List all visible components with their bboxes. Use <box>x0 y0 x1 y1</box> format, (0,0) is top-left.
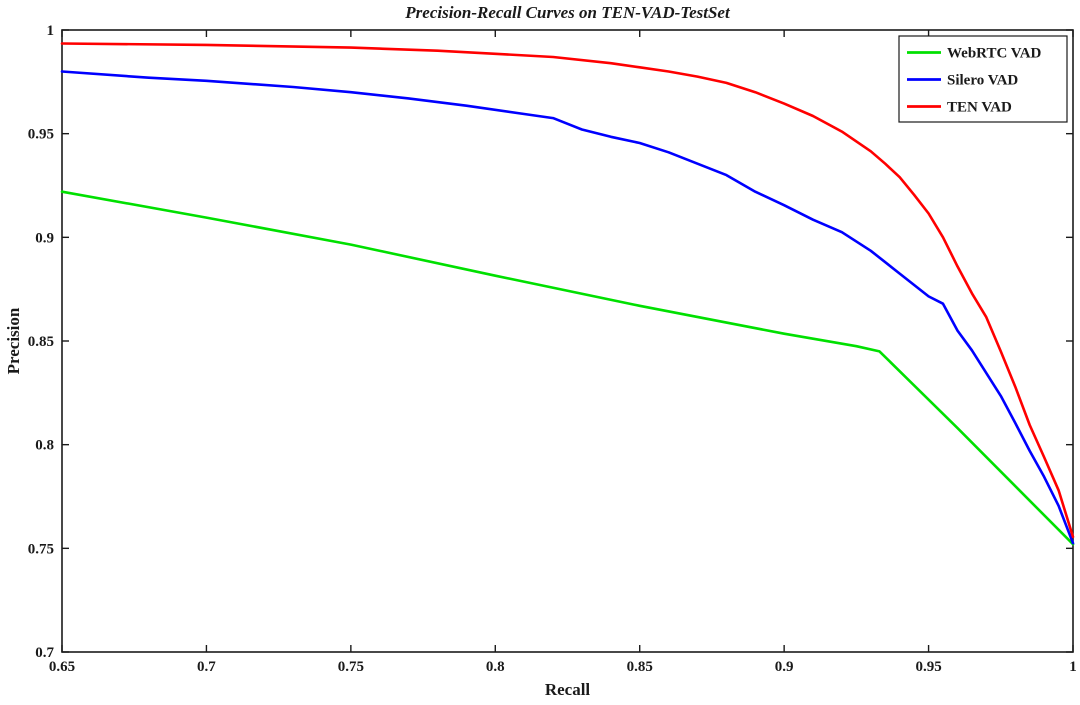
y-tick-label: 0.7 <box>35 645 54 661</box>
x-tick-label: 0.65 <box>49 659 75 675</box>
y-tick-label: 0.8 <box>35 438 54 454</box>
y-tick-label: 0.95 <box>28 127 54 143</box>
x-tick-label: 1 <box>1069 659 1077 675</box>
x-tick-label: 0.75 <box>338 659 364 675</box>
y-tick-label: 0.85 <box>28 334 54 350</box>
x-tick-label: 0.9 <box>775 659 794 675</box>
y-axis-label: Precision <box>4 307 23 375</box>
curve-webrtc-vad <box>60 190 1075 546</box>
curve-ten-vad <box>60 42 1075 539</box>
curve-silero-vad <box>60 70 1075 545</box>
x-tick-label: 0.85 <box>627 659 653 675</box>
legend-label-webrtc-vad: WebRTC VAD <box>947 46 1042 62</box>
x-tick-label: 0.8 <box>486 659 505 675</box>
x-axis-label: Recall <box>544 680 591 699</box>
y-tick-label: 0.9 <box>35 230 54 246</box>
legend-label-ten-vad: TEN VAD <box>947 100 1012 116</box>
x-tick-label: 0.95 <box>915 659 941 675</box>
y-tick-label: 0.75 <box>28 541 54 557</box>
x-tick-label: 0.7 <box>197 659 216 675</box>
y-tick-label: 1 <box>47 23 55 39</box>
legend-label-silero-vad: Silero VAD <box>947 73 1018 89</box>
chart-title: Precision-Recall Curves on TEN-VAD-TestS… <box>405 3 730 22</box>
